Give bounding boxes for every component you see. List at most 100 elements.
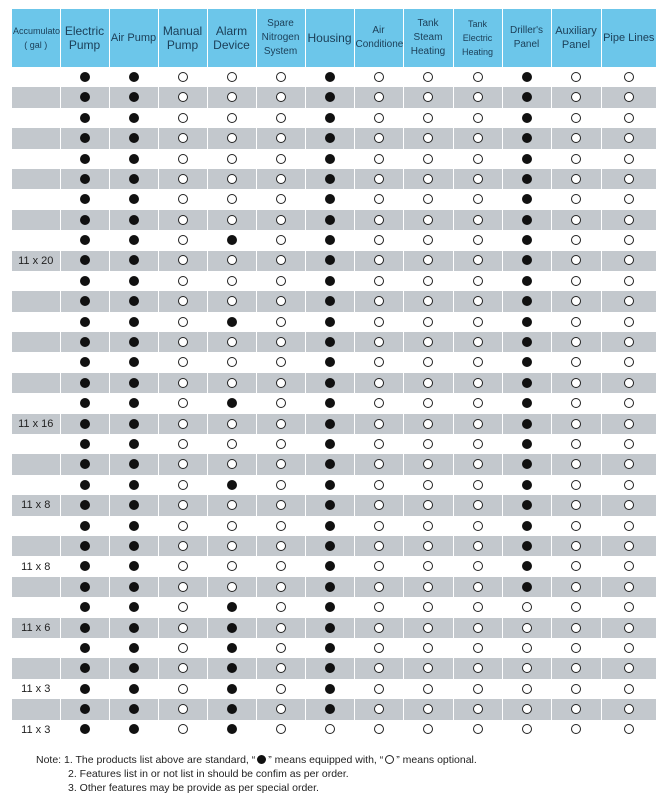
empty-circle-icon: [373, 581, 384, 592]
empty-circle-icon: [373, 255, 384, 266]
feature-cell: [158, 637, 208, 659]
filled-circle-icon: [128, 581, 139, 592]
feature-cell: [403, 291, 454, 312]
filled-circle-icon: [324, 398, 335, 409]
table-row: [12, 658, 656, 679]
column-header: Spare Nitrogen System: [256, 9, 306, 67]
feature-cell: [502, 393, 552, 414]
feature-cell: [256, 637, 306, 659]
feature-cell: [60, 434, 110, 455]
filled-circle-icon: [324, 173, 335, 184]
feature-cell: [109, 515, 159, 536]
feature-cell: [256, 576, 306, 598]
note-line-1-middle: ” means equipped with, “: [268, 754, 384, 766]
empty-circle-icon: [423, 255, 433, 266]
column-header: Pipe Lines: [601, 9, 656, 67]
empty-circle-icon: [472, 235, 483, 246]
feature-cell: [601, 576, 656, 598]
feature-cell: [60, 678, 110, 700]
feature-cell: [453, 556, 503, 577]
empty-circle-icon: [423, 112, 433, 123]
feature-cell: [551, 128, 602, 149]
filled-circle-icon: [128, 540, 139, 551]
empty-circle-icon: [423, 71, 433, 82]
feature-cell: [60, 393, 110, 414]
feature-cell: [601, 658, 656, 679]
feature-cell: [453, 270, 503, 292]
accumulator-cell: 11 x 8: [12, 556, 61, 577]
filled-circle-icon: [521, 153, 532, 164]
feature-cell: [354, 413, 404, 435]
table-row: [12, 474, 656, 496]
table-row: [12, 372, 656, 394]
feature-cell: [158, 270, 208, 292]
filled-circle-icon: [521, 337, 532, 348]
empty-circle-icon: [623, 235, 634, 246]
feature-cell: [60, 474, 110, 496]
empty-circle-icon: [177, 520, 188, 531]
feature-cell: [305, 332, 355, 353]
empty-circle-icon: [275, 459, 286, 470]
empty-circle-icon: [472, 642, 483, 653]
filled-circle-icon: [521, 92, 532, 103]
filled-circle-icon: [521, 71, 532, 82]
feature-cell: [403, 189, 454, 210]
feature-cell: [502, 434, 552, 455]
feature-cell: [158, 189, 208, 210]
feature-cell: [158, 556, 208, 577]
feature-cell: [207, 576, 257, 598]
table-row: 11 x 8: [12, 495, 656, 516]
empty-circle-icon: [177, 479, 188, 490]
feature-cell: [354, 617, 404, 638]
filled-circle-icon: [324, 377, 335, 388]
feature-cell: [403, 556, 454, 577]
filled-circle-icon: [79, 92, 90, 103]
filled-circle-icon: [79, 398, 90, 409]
empty-circle-icon: [177, 398, 188, 409]
feature-cell: [502, 189, 552, 210]
column-header: Housing: [305, 9, 355, 67]
empty-circle-icon: [472, 71, 483, 82]
feature-cell: [109, 352, 159, 373]
feature-cell: [502, 352, 552, 373]
feature-cell: [256, 719, 306, 740]
empty-circle-icon: [623, 112, 634, 123]
filled-circle-icon: [79, 296, 90, 307]
empty-circle-icon: [472, 663, 483, 674]
column-header: Tank Steam Heating: [403, 9, 454, 67]
feature-cell: [453, 250, 503, 271]
feature-cell: [305, 209, 355, 231]
feature-cell: [502, 250, 552, 271]
feature-cell: [60, 637, 110, 659]
feature-cell: [60, 230, 110, 251]
empty-circle-icon: [571, 194, 581, 205]
feature-cell: [109, 535, 159, 557]
feature-cell: [60, 454, 110, 475]
empty-circle-icon: [521, 602, 532, 613]
filled-circle-icon: [226, 663, 237, 674]
feature-cell: [158, 658, 208, 679]
feature-cell: [256, 535, 306, 557]
empty-circle-icon: [623, 642, 634, 653]
feature-cell: [551, 597, 602, 618]
feature-cell: [551, 168, 602, 190]
feature-cell: [403, 250, 454, 271]
empty-circle-icon: [275, 112, 286, 123]
feature-cell: [158, 719, 208, 740]
filled-circle-icon: [324, 337, 335, 348]
feature-cell: [305, 495, 355, 516]
filled-circle-icon: [226, 235, 237, 246]
feature-cell: [403, 597, 454, 618]
feature-cell: [158, 413, 208, 435]
empty-circle-icon: [423, 194, 433, 205]
filled-circle-icon: [79, 377, 90, 388]
feature-cell: [403, 67, 454, 88]
filled-circle-icon: [79, 255, 90, 266]
feature-cell: [453, 107, 503, 129]
empty-circle-icon: [177, 500, 188, 511]
feature-cell: [354, 107, 404, 129]
feature-cell: [305, 250, 355, 271]
filled-circle-icon: [128, 561, 139, 572]
feature-cell: [551, 291, 602, 312]
feature-cell: [502, 678, 552, 700]
